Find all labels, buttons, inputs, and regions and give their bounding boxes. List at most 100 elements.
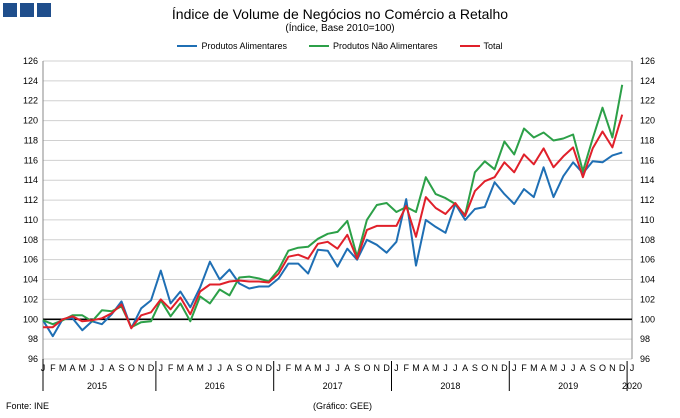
y-tick-label-right: 122 [640, 96, 655, 106]
x-tick-label: S [472, 363, 478, 373]
y-tick-label-right: 108 [640, 235, 655, 245]
legend-label-total: Total [483, 41, 503, 51]
y-tick-label-right: 96 [640, 354, 650, 364]
legend-swatch-alimentares [177, 45, 198, 47]
series-line-0 [42, 151, 623, 338]
legend-item-nao-alimentares: Produtos Não Alimentares [308, 41, 438, 51]
y-tick-label-right: 98 [640, 334, 650, 344]
x-tick-label: O [363, 363, 370, 373]
x-tick-label: N [609, 363, 616, 373]
y-tick-label-right: 110 [640, 215, 654, 225]
axes: 96 96 98 98 100 100 102 102 104 104 106 106 108 108 11… [23, 56, 655, 391]
x-tick-label: A [109, 363, 115, 373]
y-tick-label-right: 100 [640, 314, 655, 324]
y-tick-label-left: 98 [28, 334, 38, 344]
x-tick-label: A [227, 363, 233, 373]
x-tick-label: M [196, 363, 204, 373]
legend-label-alimentares: Produtos Alimentares [201, 41, 287, 51]
y-tick-label-left: 112 [24, 195, 38, 205]
x-tick-label: A [462, 363, 468, 373]
x-tick-label: F [286, 363, 292, 373]
x-tick-label: M [530, 363, 538, 373]
x-tick-label: J [335, 363, 340, 373]
x-tick-label: J [453, 363, 458, 373]
chart-legend: Produtos Alimentares Produtos Não Alimen… [0, 41, 680, 51]
chart-title: Índice de Volume de Negócios no Comércio… [171, 6, 509, 22]
x-tick-label: J [159, 363, 164, 373]
y-tick-label-left: 100 [23, 314, 38, 324]
y-tick-label-left: 102 [23, 294, 38, 304]
x-tick-label: M [59, 363, 67, 373]
x-tick-label: M [550, 363, 558, 373]
year-label: 2020 [622, 381, 642, 391]
x-tick-label: O [481, 363, 488, 373]
legend-label-nao-alimentares: Produtos Não Alimentares [332, 41, 438, 51]
x-tick-label: J [100, 363, 105, 373]
y-tick-label-right: 126 [640, 56, 655, 66]
y-tick-label-left: 106 [23, 255, 38, 265]
legend-swatch-total [459, 45, 480, 47]
logo-block-2 [20, 3, 34, 17]
x-tick-label: F [168, 363, 174, 373]
chart-subtitle: (Índice, Base 2010=100) [285, 23, 395, 34]
x-tick-label: N [491, 363, 498, 373]
legend-item-total: Total [459, 41, 503, 51]
y-tick-label-left: 116 [24, 155, 38, 165]
x-tick-label: D [501, 363, 508, 373]
x-tick-label: O [599, 363, 606, 373]
series-line-1 [42, 84, 624, 329]
x-tick-label: N [374, 363, 381, 373]
year-label: 2016 [205, 381, 225, 391]
x-tick-label: J [217, 363, 222, 373]
year-label: 2018 [440, 381, 460, 391]
x-tick-label: M [432, 363, 440, 373]
x-tick-label: A [580, 363, 586, 373]
year-label: 2017 [323, 381, 343, 391]
x-tick-label: A [344, 363, 350, 373]
y-tick-label-right: 118 [640, 135, 654, 145]
x-tick-label: O [128, 363, 135, 373]
logo-block-3 [37, 3, 51, 17]
source-note: Fonte: INE [6, 401, 50, 411]
year-label: 2015 [87, 381, 107, 391]
x-tick-label: S [354, 363, 360, 373]
y-tick-label-right: 124 [640, 76, 655, 86]
y-tick-label-right: 104 [640, 275, 655, 285]
year-label: 2019 [558, 381, 578, 391]
x-tick-label: S [236, 363, 242, 373]
x-tick-label: J [630, 363, 635, 373]
y-tick-label-left: 118 [24, 135, 38, 145]
series-line-2 [43, 114, 624, 330]
series-lines [42, 84, 624, 338]
y-tick-label-left: 110 [24, 215, 38, 225]
y-tick-label-left: 126 [23, 56, 38, 66]
y-tick-label-left: 108 [23, 235, 38, 245]
x-tick-label: M [294, 363, 302, 373]
y-tick-label-left: 96 [28, 354, 38, 364]
y-tick-label-left: 114 [24, 175, 38, 185]
y-tick-label-left: 124 [23, 76, 38, 86]
x-tick-label: J [561, 363, 566, 373]
credit-note: (Gráfico: GEE) [313, 401, 373, 411]
y-tick-label-left: 122 [23, 96, 38, 106]
x-tick-label: S [119, 363, 125, 373]
x-tick-label: F [403, 363, 409, 373]
x-tick-label: M [314, 363, 322, 373]
y-tick-label-left: 104 [23, 275, 38, 285]
x-tick-label: D [619, 363, 626, 373]
x-tick-label: O [246, 363, 253, 373]
x-tick-label: J [90, 363, 95, 373]
x-tick-label: J [571, 363, 576, 373]
x-tick-label: D [148, 363, 155, 373]
x-tick-label: A [69, 363, 75, 373]
x-tick-label: A [541, 363, 547, 373]
y-tick-label-right: 102 [640, 294, 655, 304]
x-tick-label: J [325, 363, 330, 373]
x-tick-label: A [187, 363, 193, 373]
x-tick-label: S [590, 363, 596, 373]
x-tick-label: J [394, 363, 399, 373]
y-tick-label-right: 120 [640, 116, 655, 126]
x-tick-label: F [50, 363, 56, 373]
legend-swatch-nao-alimentares [308, 45, 329, 47]
